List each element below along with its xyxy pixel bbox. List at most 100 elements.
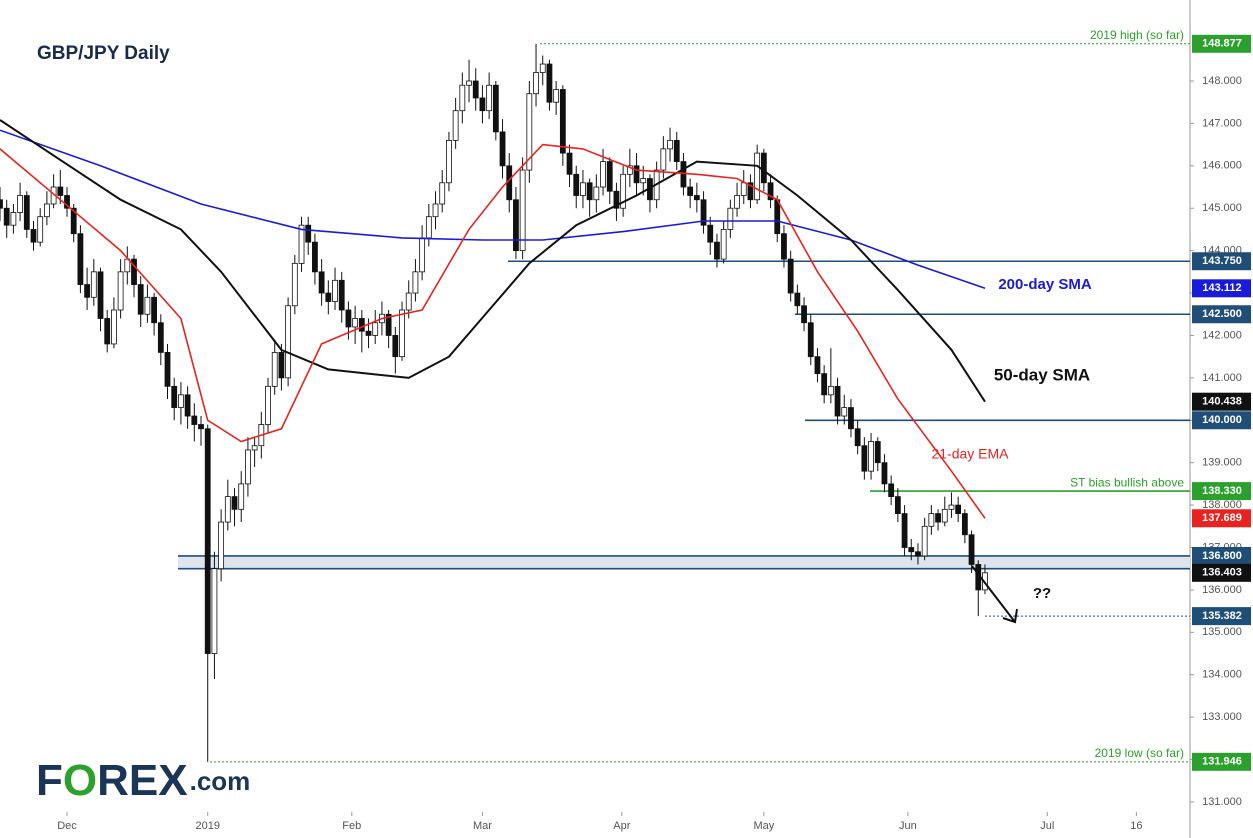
annotation: 21-day EMA [931,446,1009,462]
candle-body [868,441,874,472]
level-note: 2019 high (so far) [1090,28,1184,42]
candle-body [888,483,895,498]
candle-body [841,407,848,417]
annotation: 50-day SMA [994,365,1090,384]
candle-body [935,513,941,523]
candle-body [10,212,17,226]
price-badge [1192,607,1251,626]
candle-body [77,233,84,285]
candle-body [70,207,77,235]
level-note: 2019 low (so far) [1095,746,1184,760]
candle-body [928,513,935,527]
price-badge-label: 131.946 [1202,756,1242,768]
y-tick-label: 134.000 [1202,669,1242,681]
candle-body [559,89,566,154]
candle-body [204,428,211,654]
candle-body [827,385,834,396]
annotation: ?? [1033,585,1051,602]
candle-body [915,551,921,557]
candle-body [479,97,486,112]
candle-body [144,296,151,315]
candle-body [941,508,948,523]
candle-body [157,322,164,353]
candle-body [968,534,975,565]
price-badge [1192,563,1251,582]
y-tick-label: 135.000 [1202,626,1242,638]
price-badge-label: 143.112 [1202,282,1241,294]
candle-body [472,80,479,99]
candle-body [667,139,673,150]
candle-body [137,284,144,315]
candle-body [117,271,124,311]
logo-part: O [63,756,97,805]
candle-body [218,521,225,570]
candle-body [238,483,245,510]
price-badge-label: 138.330 [1202,485,1242,497]
y-tick-label: 148.000 [1202,75,1242,87]
candle-body [198,424,204,430]
candle-body [566,152,573,175]
price-badge-label: 135.382 [1202,610,1242,622]
candle-body [184,394,191,417]
candle-body [774,199,781,235]
candle-body [747,182,754,201]
candle-body [693,195,700,201]
candle-body [164,352,171,387]
candle-body [787,258,794,294]
y-tick-label: 138.000 [1202,499,1242,511]
candle-body [432,203,439,218]
ma-line [0,119,986,403]
price-badge-label: 143.750 [1202,255,1242,267]
candle-body [64,195,70,209]
candle-body [97,271,104,319]
candle-body [372,322,379,336]
y-tick-label: 133.000 [1202,711,1242,723]
candle-body [425,216,432,239]
price-badge [1192,411,1251,430]
candle-body [84,284,91,298]
candle-body [171,385,178,408]
candle-body [338,279,345,311]
candle-body [754,152,761,201]
candle-body [325,292,332,302]
price-badge [1192,34,1251,53]
candle-body [312,241,318,273]
candle-body [0,199,3,209]
candle-body [801,305,807,324]
price-badge-label: 148.877 [1202,38,1242,50]
candle-body [821,373,828,396]
candle-body [44,203,50,218]
price-badge [1192,252,1251,271]
candle-body [714,241,720,260]
candle-body [720,229,727,260]
candle-body [131,258,137,285]
candle-body [265,385,271,425]
candle-body [178,394,184,408]
price-badge [1192,482,1251,501]
arrow [971,565,1018,624]
candle-body [613,190,620,209]
price-badge [1192,752,1251,771]
candle-body [57,186,64,196]
candle-body [640,178,647,184]
x-tick-label: Jul [1040,820,1054,832]
y-tick-label: 131.000 [1202,796,1242,808]
price-badge-label: 136.800 [1202,550,1242,562]
candle-body [760,152,767,184]
candle-body [23,195,30,230]
x-tick-label: Feb [342,820,361,832]
candle-body [318,271,325,294]
y-tick-label: 147.000 [1202,117,1242,129]
candle-body [459,84,466,112]
y-tick-label: 145.000 [1202,202,1242,214]
logo-part: F [36,756,63,805]
x-tick-label: Jun [899,820,917,832]
candle-body [948,504,955,510]
candle-body [526,93,533,171]
candle-body [593,186,600,201]
candle-body [251,445,258,451]
candle-body [700,199,707,226]
candle-body [767,182,774,201]
